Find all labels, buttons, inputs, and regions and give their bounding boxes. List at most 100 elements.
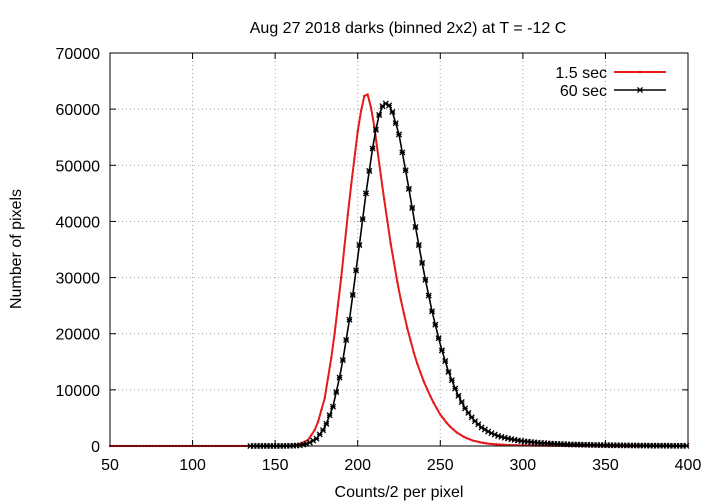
data-point (428, 308, 436, 315)
data-point (405, 185, 412, 192)
data-point (419, 371, 422, 374)
grid (110, 53, 688, 446)
legend-item: 60 sec (560, 83, 666, 100)
data-point (339, 357, 346, 364)
data-point (439, 413, 442, 416)
data-point (392, 261, 396, 265)
series-2 (247, 100, 690, 450)
data-point (402, 167, 409, 174)
data-point (356, 241, 363, 249)
data-point (336, 374, 343, 381)
y-axis-label: Number of pixels (8, 189, 25, 309)
y-tick-label: 0 (91, 439, 100, 456)
data-point (316, 431, 323, 438)
data-point (478, 441, 482, 444)
data-point (379, 174, 383, 177)
y-tick-label: 20000 (56, 327, 101, 344)
data-point (392, 120, 399, 127)
data-point (349, 184, 353, 187)
data-point (316, 420, 320, 423)
y-tick-label: 40000 (56, 214, 101, 231)
chart-title: Aug 27 2018 darks (binned 2x2) at T = -1… (250, 20, 567, 37)
data-point (346, 213, 350, 216)
data-point (498, 443, 501, 446)
data-point (362, 190, 370, 197)
data-point (422, 276, 429, 283)
data-point (349, 291, 356, 299)
data-point (313, 428, 316, 432)
legend-label: 60 sec (560, 83, 607, 100)
data-point (435, 335, 442, 342)
data-point (353, 267, 360, 274)
data-point (485, 442, 488, 445)
x-tick-label: 350 (592, 457, 619, 474)
data-point (425, 387, 429, 391)
data-point (356, 130, 359, 133)
data-point (343, 244, 346, 248)
data-point (482, 441, 485, 445)
data-point (353, 157, 356, 160)
series-1 (108, 93, 690, 448)
data-point (419, 259, 426, 267)
data-point (406, 326, 409, 330)
data-point (326, 412, 333, 419)
x-tick-label: 250 (427, 457, 454, 474)
plot-frame (109, 52, 689, 447)
data-point (366, 93, 369, 96)
x-tick-label: 200 (344, 457, 371, 474)
x-tick-label: 50 (101, 457, 119, 474)
data-point (432, 401, 435, 405)
data-point (465, 409, 472, 416)
data-point (336, 304, 340, 307)
data-point (442, 417, 445, 421)
data-point (319, 427, 327, 434)
data-point (488, 442, 492, 446)
data-point (373, 124, 376, 128)
data-point (462, 435, 465, 438)
data-point (452, 428, 455, 431)
series-line (110, 93, 688, 447)
data-point (376, 111, 383, 118)
data-point (501, 443, 505, 446)
legend-marker (638, 70, 642, 74)
data-point (432, 321, 439, 328)
data-point (468, 438, 472, 441)
data-point (455, 431, 458, 434)
data-point (412, 351, 416, 355)
series-layer (108, 93, 690, 450)
data-point (435, 407, 439, 410)
legend-label: 1.5 sec (555, 65, 607, 82)
y-tick-label: 60000 (56, 102, 101, 119)
data-point (396, 280, 399, 284)
data-point (313, 435, 320, 442)
x-tick-label: 400 (675, 457, 702, 474)
data-point (448, 377, 455, 384)
data-point (359, 109, 363, 113)
data-point (340, 276, 343, 279)
y-tick-label: 30000 (56, 271, 101, 288)
data-point (386, 220, 389, 223)
x-tick-label: 100 (179, 457, 206, 474)
data-point (369, 106, 373, 109)
data-point (448, 425, 452, 428)
data-point (465, 436, 468, 440)
data-point (363, 94, 366, 98)
data-point (455, 392, 462, 399)
data-point (458, 433, 462, 436)
x-tick-label: 150 (262, 457, 289, 474)
data-point (382, 197, 386, 201)
data-point (346, 316, 353, 323)
data-point (389, 242, 392, 246)
data-point (330, 356, 333, 360)
data-point (343, 336, 350, 343)
data-point (389, 108, 396, 116)
data-point (425, 292, 432, 299)
y-tick-label: 10000 (56, 383, 101, 400)
data-point (495, 443, 498, 446)
data-point (445, 421, 449, 425)
data-point (409, 339, 412, 342)
data-point (399, 149, 406, 156)
data-point (445, 368, 452, 375)
data-point (415, 362, 419, 365)
